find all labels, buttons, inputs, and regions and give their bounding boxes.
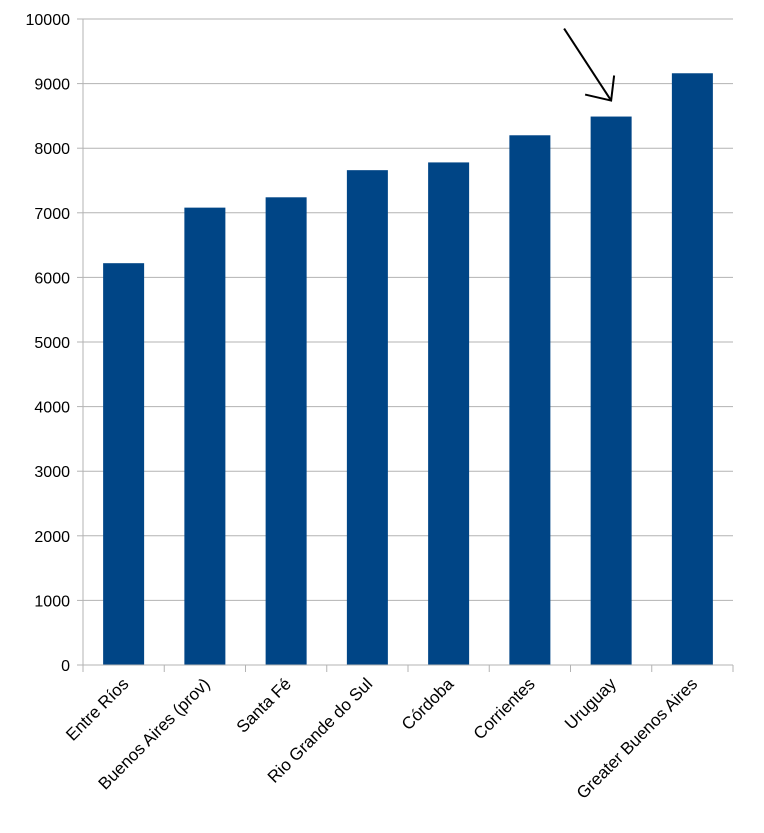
x-tick-label: Entre Ríos (62, 674, 132, 744)
y-tick-label: 2000 (34, 529, 70, 546)
bar-2 (265, 197, 307, 665)
x-tick-label: Córdoba (398, 674, 458, 734)
bars (103, 73, 713, 666)
bar-7 (671, 73, 713, 666)
annotation-layer (563, 27, 616, 102)
y-tick-label: 6000 (34, 270, 70, 287)
y-tick-label: 4000 (34, 400, 70, 417)
y-tick-label: 7000 (34, 206, 70, 223)
bar-0 (103, 263, 145, 665)
annotation-arrowhead (584, 75, 616, 102)
y-tick-label: 10000 (26, 12, 71, 29)
annotation-arrow (563, 27, 612, 102)
y-tick-label: 5000 (34, 335, 70, 352)
bar-6 (590, 116, 632, 665)
y-tick-label: 9000 (34, 77, 70, 94)
bar-3 (346, 170, 388, 665)
bar-5 (509, 135, 551, 665)
y-tick-labels: 0 1000 2000 3000 4000 5000 6000 7000 8000 9000 100… (26, 12, 71, 675)
axes (82, 19, 734, 672)
y-tick-label: 0 (61, 658, 70, 675)
gridlines (77, 18, 733, 666)
y-tick-label: 1000 (34, 593, 70, 610)
x-tick-label: Uruguay (561, 674, 620, 733)
y-tick-label: 3000 (34, 464, 70, 481)
bar-4 (428, 162, 470, 666)
bar-1 (184, 207, 226, 665)
x-tick-label: Santa Fé (233, 674, 295, 736)
y-tick-label: 8000 (34, 141, 70, 158)
x-tick-label: Corrientes (470, 674, 539, 743)
